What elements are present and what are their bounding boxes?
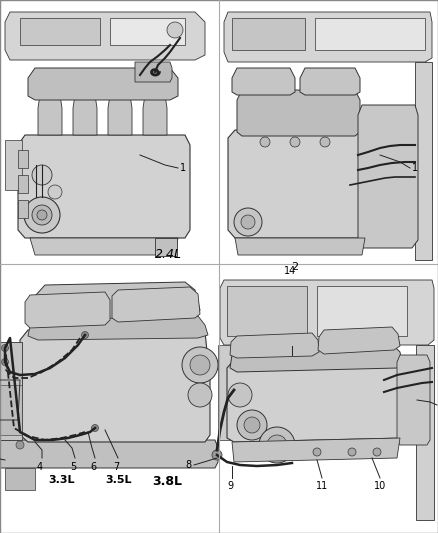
Text: 6: 6: [90, 462, 96, 472]
Polygon shape: [218, 345, 232, 440]
Polygon shape: [300, 68, 360, 95]
Text: 5: 5: [70, 462, 76, 472]
Polygon shape: [108, 95, 132, 135]
Text: 10: 10: [374, 481, 386, 491]
Text: 14: 14: [284, 266, 296, 276]
Text: 2.4L: 2.4L: [155, 248, 182, 261]
Circle shape: [260, 137, 270, 147]
Circle shape: [234, 208, 262, 236]
Polygon shape: [5, 140, 22, 190]
Polygon shape: [5, 12, 205, 60]
Polygon shape: [0, 440, 218, 468]
Bar: [155, 238, 177, 256]
Polygon shape: [228, 130, 365, 238]
Circle shape: [92, 424, 99, 432]
Circle shape: [188, 383, 212, 407]
Circle shape: [24, 197, 60, 233]
Polygon shape: [230, 344, 402, 372]
Text: 9: 9: [227, 481, 233, 491]
Circle shape: [237, 410, 267, 440]
Polygon shape: [224, 12, 432, 62]
Polygon shape: [232, 438, 400, 462]
Circle shape: [228, 383, 252, 407]
Polygon shape: [143, 95, 167, 135]
Text: 8: 8: [186, 460, 192, 470]
Polygon shape: [18, 200, 28, 218]
Polygon shape: [227, 286, 307, 336]
Circle shape: [190, 355, 210, 375]
Circle shape: [259, 427, 295, 463]
Polygon shape: [227, 355, 407, 442]
Polygon shape: [35, 282, 200, 323]
Polygon shape: [38, 95, 62, 135]
Circle shape: [16, 441, 24, 449]
Polygon shape: [20, 18, 100, 45]
Circle shape: [1, 359, 8, 366]
Circle shape: [244, 417, 260, 433]
Text: 3.3L: 3.3L: [48, 475, 74, 485]
Polygon shape: [220, 280, 434, 345]
Text: 11: 11: [316, 481, 328, 491]
Polygon shape: [18, 150, 28, 168]
Polygon shape: [317, 286, 407, 336]
Text: 7: 7: [113, 462, 119, 472]
Polygon shape: [318, 327, 400, 354]
Polygon shape: [28, 68, 178, 100]
Circle shape: [167, 22, 183, 38]
Circle shape: [48, 185, 62, 199]
Polygon shape: [20, 325, 210, 442]
Text: 1: 1: [412, 163, 418, 173]
Polygon shape: [358, 105, 418, 248]
Polygon shape: [73, 95, 97, 135]
Circle shape: [267, 435, 287, 455]
Circle shape: [348, 448, 356, 456]
Polygon shape: [397, 355, 430, 445]
Polygon shape: [18, 175, 28, 193]
Polygon shape: [232, 68, 295, 95]
Polygon shape: [30, 238, 178, 255]
Text: 2: 2: [291, 262, 299, 272]
Polygon shape: [315, 18, 425, 50]
Polygon shape: [112, 287, 200, 322]
Polygon shape: [0, 385, 22, 440]
Polygon shape: [416, 345, 434, 520]
Text: 3.8L: 3.8L: [152, 475, 182, 488]
Polygon shape: [28, 316, 208, 340]
Polygon shape: [235, 238, 365, 255]
Circle shape: [32, 165, 52, 185]
Circle shape: [182, 347, 218, 383]
Polygon shape: [18, 135, 190, 238]
Polygon shape: [232, 18, 305, 50]
Circle shape: [212, 450, 222, 460]
Circle shape: [81, 332, 88, 338]
Circle shape: [241, 215, 255, 229]
Circle shape: [290, 137, 300, 147]
Text: 3.5L: 3.5L: [105, 475, 131, 485]
Text: 1: 1: [180, 163, 186, 173]
Polygon shape: [5, 468, 35, 490]
Circle shape: [313, 448, 321, 456]
Polygon shape: [110, 18, 185, 45]
Polygon shape: [230, 333, 319, 358]
Polygon shape: [25, 292, 110, 328]
Circle shape: [320, 137, 330, 147]
Polygon shape: [0, 342, 22, 440]
Polygon shape: [237, 90, 360, 136]
Circle shape: [32, 205, 52, 225]
Circle shape: [1, 344, 8, 351]
Polygon shape: [415, 62, 432, 260]
Text: 4: 4: [37, 462, 43, 472]
Circle shape: [37, 210, 47, 220]
Circle shape: [373, 448, 381, 456]
Polygon shape: [135, 62, 172, 82]
